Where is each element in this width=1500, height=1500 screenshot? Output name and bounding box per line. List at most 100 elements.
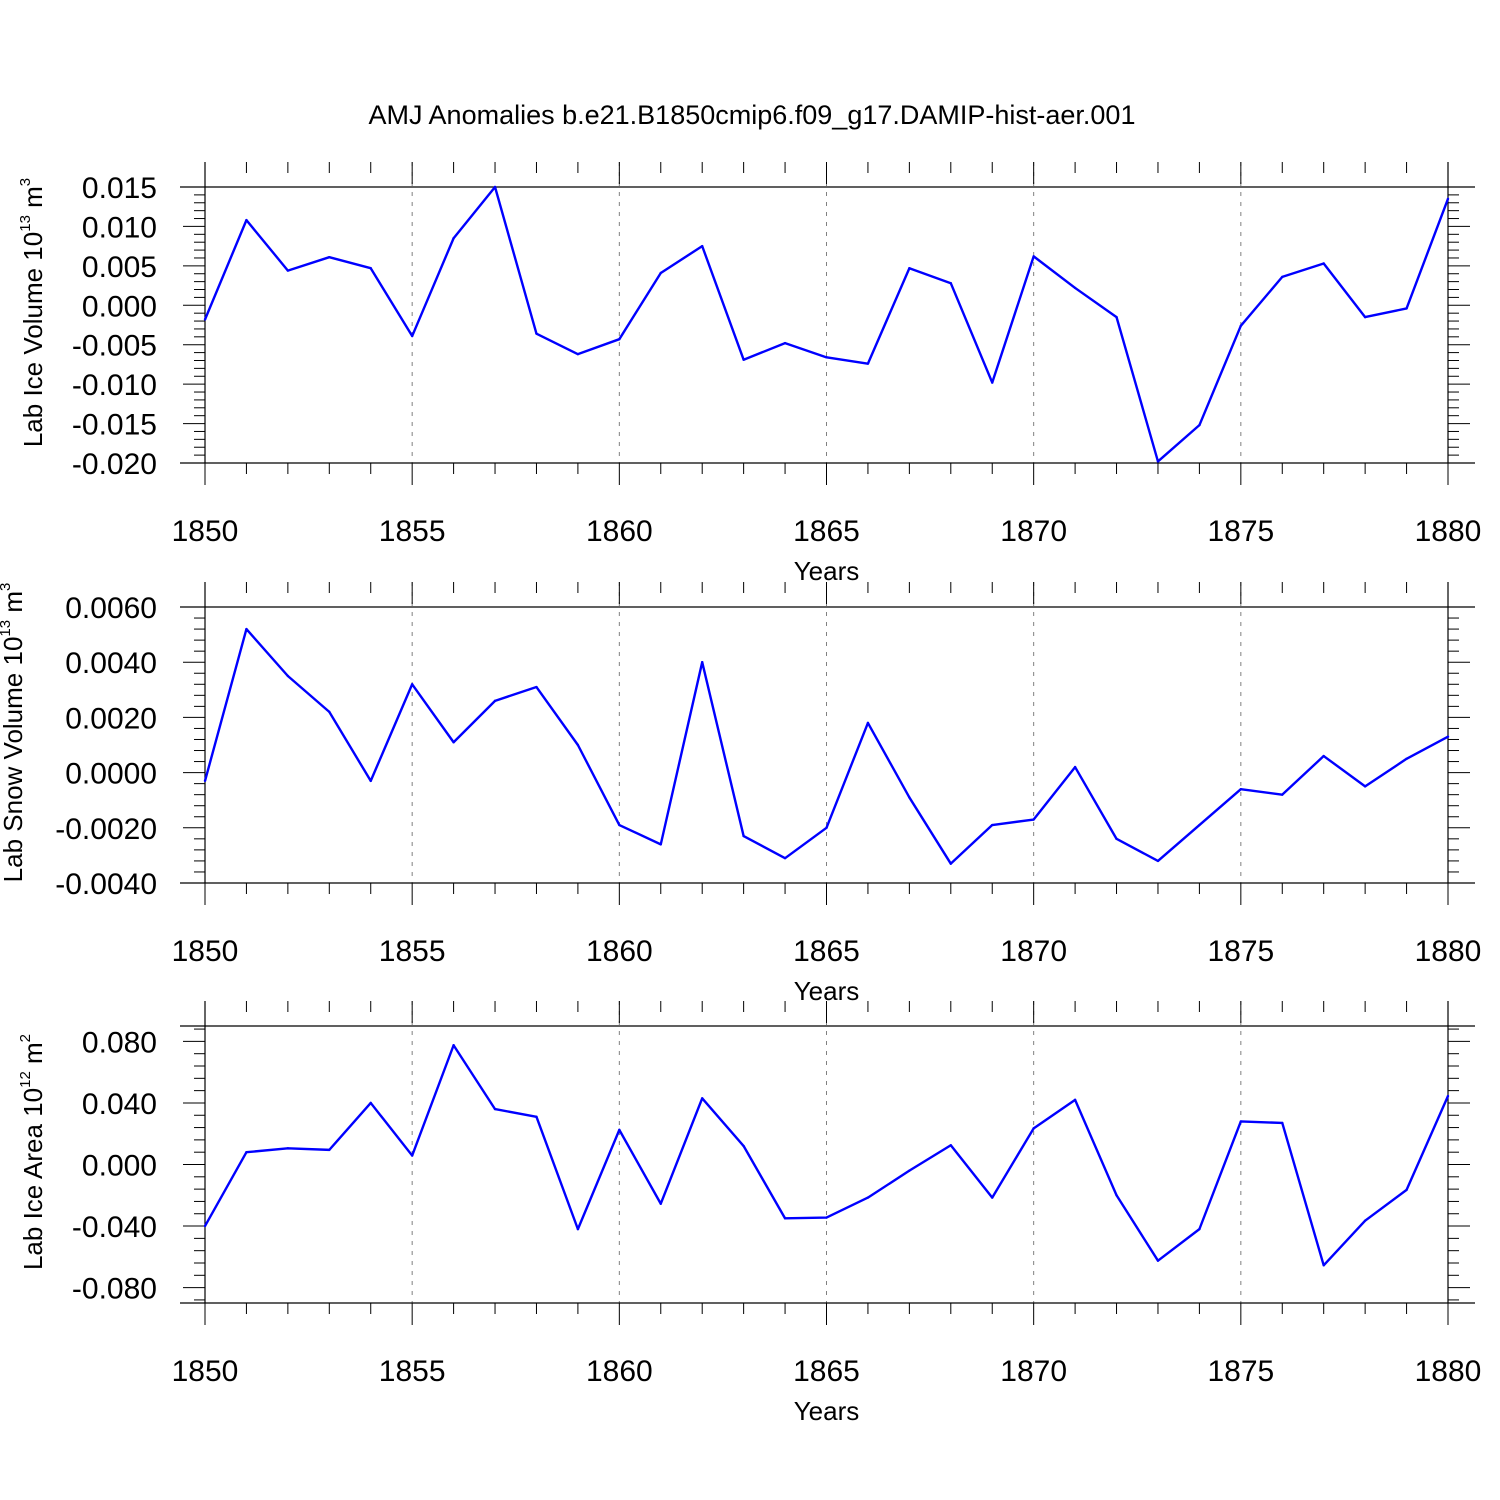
y-tick-label: -0.010 (72, 369, 157, 402)
data-point (535, 685, 538, 689)
data-point (328, 710, 331, 714)
data-point (701, 661, 704, 664)
data-point (1405, 1188, 1408, 1192)
data-point (1032, 818, 1035, 821)
figure-title: AMJ Anomalies b.e21.B1850cmip6.f09_g17.D… (369, 100, 1136, 130)
data-point (1073, 1098, 1077, 1102)
data-point (1281, 1121, 1284, 1125)
data-point (1032, 255, 1035, 258)
data-point (1446, 735, 1450, 738)
data-point (1115, 837, 1118, 841)
data-point (245, 627, 248, 631)
y-axis-label: Lab Ice Volume 1013 m3 (17, 178, 48, 447)
data-point (1239, 787, 1243, 791)
data-point (1322, 754, 1325, 758)
data-point (949, 282, 952, 285)
data-point (783, 856, 787, 860)
data-point (328, 1148, 331, 1152)
data-point (286, 674, 290, 678)
y-tick-label: 0.040 (82, 1088, 157, 1121)
data-point (369, 267, 372, 270)
data-point (203, 779, 207, 783)
y-tick-label: 0.015 (82, 172, 157, 205)
x-tick-label: 1855 (379, 935, 446, 968)
y-axis-label-text: m (0, 591, 28, 620)
y-tick-label: 0.0000 (65, 758, 157, 791)
data-point (493, 1107, 497, 1111)
x-tick-label: 1850 (172, 935, 239, 968)
data-point (949, 862, 952, 865)
data-point (825, 1216, 828, 1219)
data-point (1198, 423, 1201, 427)
data-point (1363, 785, 1367, 788)
data-point (866, 1196, 870, 1199)
data-point (1115, 315, 1118, 319)
y-axis-label: Lab Ice Area 1012 m2 (17, 1034, 48, 1270)
data-point (618, 823, 621, 827)
x-axis-label: Years (794, 1396, 860, 1426)
x-tick-label: 1855 (379, 1355, 446, 1388)
data-point (866, 721, 870, 725)
data-point (535, 1115, 538, 1118)
y-tick-label: -0.005 (72, 330, 157, 363)
y-tick-label: 0.010 (82, 211, 157, 244)
data-point (286, 1147, 290, 1150)
data-point (659, 843, 662, 846)
y-tick-label: 0.000 (82, 290, 157, 323)
panel-2: 1850 1855 1860 1865 1870 1875 1880Years0.00600… (0, 582, 1481, 1006)
data-point (1156, 859, 1160, 863)
data-point (701, 1097, 704, 1100)
y-tick-label: 0.0020 (65, 702, 157, 735)
data-point (1322, 262, 1325, 265)
data-point (1073, 765, 1077, 769)
y-axis-label-superscript: 3 (0, 583, 14, 591)
data-point (742, 358, 745, 361)
data-point (452, 1044, 455, 1047)
y-tick-label: -0.0020 (55, 813, 157, 846)
data-point (825, 826, 828, 829)
y-axis-label-superscript: 13 (17, 215, 34, 232)
x-tick-label: 1865 (793, 935, 860, 968)
x-tick-label: 1870 (1000, 935, 1067, 968)
data-point (452, 741, 455, 744)
x-tick-label: 1875 (1207, 1355, 1274, 1388)
data-point (659, 1202, 662, 1205)
data-point (576, 743, 580, 747)
y-axis-label-text: Lab Ice Area 10 (18, 1088, 48, 1270)
data-point (1405, 757, 1408, 760)
data-point (245, 1150, 248, 1154)
y-axis-label-text: Lab Ice Volume 10 (18, 232, 48, 447)
x-tick-label: 1850 (172, 1355, 239, 1388)
y-axis-label-text: m (18, 1042, 48, 1071)
x-tick-label: 1850 (172, 515, 239, 548)
data-point (618, 1128, 621, 1132)
x-tick-label: 1875 (1207, 935, 1274, 968)
data-point (1115, 1194, 1118, 1197)
x-tick-label: 1870 (1000, 1355, 1067, 1388)
data-point (991, 823, 994, 827)
x-tick-label: 1860 (586, 1355, 653, 1388)
data-point (1281, 793, 1284, 796)
data-point (908, 796, 911, 799)
y-axis-label-superscript: 3 (17, 178, 34, 186)
y-tick-label: 0.000 (82, 1150, 157, 1183)
data-point (908, 1169, 911, 1172)
panel-1: 1850 1855 1860 1865 1870 1875 1880 Years 0.015 0.… (17, 162, 1481, 586)
y-tick-label: 0.0060 (65, 592, 157, 625)
data-point (908, 267, 911, 270)
y-tick-label: 0.0040 (65, 647, 157, 680)
x-axis-label: Years (794, 556, 860, 586)
data-point (203, 1224, 207, 1228)
x-tick-label: 1880 (1415, 515, 1482, 548)
data-point (1281, 275, 1284, 279)
x-tick-label: 1865 (793, 515, 860, 548)
data-point (1156, 1259, 1160, 1262)
data-point (286, 269, 290, 272)
data-point (949, 1144, 952, 1147)
data-point (493, 699, 497, 703)
data-point (410, 1154, 414, 1157)
data-point (1405, 307, 1408, 310)
x-tick-label: 1865 (793, 1355, 860, 1388)
